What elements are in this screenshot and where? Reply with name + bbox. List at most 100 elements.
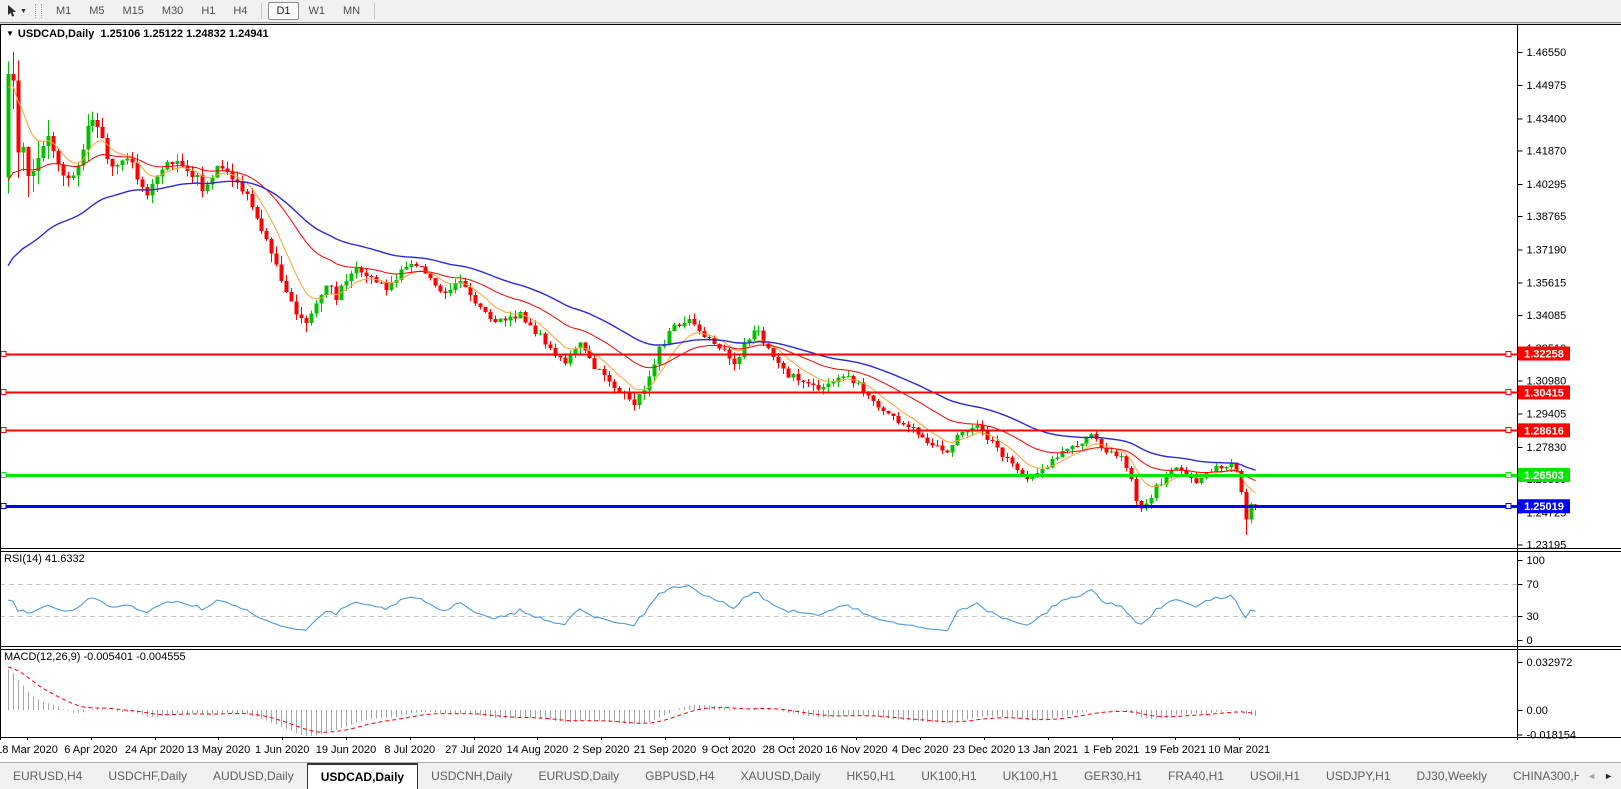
rsi-tick-label: 70 bbox=[1527, 579, 1539, 591]
chart-tab-usdcnh-daily[interactable]: USDCNH,Daily bbox=[431, 769, 513, 783]
chart-title-dropdown-icon[interactable]: ▼ bbox=[6, 29, 14, 38]
price-tick-label: 1.27830 bbox=[1527, 442, 1567, 454]
hline-handle bbox=[1505, 427, 1512, 433]
chart-title-symbol: USDCAD,Daily bbox=[17, 28, 95, 40]
date-axis: 18 Mar 2020 6 Apr 2020 24 Apr 2020 13 May 2… bbox=[0, 740, 1621, 762]
date-label: 6 Apr 2020 bbox=[64, 744, 118, 756]
chart-tab-uk100-h1[interactable]: UK100,H1 bbox=[1002, 769, 1058, 783]
chart-tab-fra40-h1[interactable]: FRA40,H1 bbox=[1167, 769, 1225, 783]
chart-tab-ger30-h1[interactable]: GER30,H1 bbox=[1083, 769, 1142, 783]
timeframe-button-m1[interactable]: M1 bbox=[55, 5, 72, 17]
hline-handle bbox=[0, 472, 7, 478]
price-tag-label: 1.30415 bbox=[1524, 387, 1564, 399]
ma-medium bbox=[7, 153, 1256, 482]
timeframe-button-m15[interactable]: M15 bbox=[122, 5, 144, 17]
chart-tab-audusd-daily[interactable]: AUDUSD,Daily bbox=[213, 769, 294, 783]
timeframe-button-mn[interactable]: MN bbox=[343, 5, 361, 17]
macd-tick-label: 0.032972 bbox=[1527, 657, 1573, 669]
chart-tab-eurusd-h4[interactable]: EURUSD,H4 bbox=[13, 769, 83, 783]
hline-handle bbox=[1505, 503, 1512, 509]
price-tick-label: 1.35615 bbox=[1527, 278, 1567, 290]
date-label: 18 Mar 2020 bbox=[0, 744, 58, 756]
date-label: 8 Jul 2020 bbox=[384, 744, 436, 756]
toolbar-grip bbox=[34, 4, 42, 18]
date-label: 28 Oct 2020 bbox=[762, 744, 823, 756]
price-tag bbox=[1518, 467, 1570, 482]
chart-tab-eurusd-daily[interactable]: EURUSD,Daily bbox=[538, 769, 620, 783]
hline-handle bbox=[1505, 389, 1512, 395]
chart-tab-usdchf-daily[interactable]: USDCHF,Daily bbox=[108, 769, 188, 783]
date-label: 21 Sep 2020 bbox=[633, 744, 697, 756]
price-tag-label: 1.25019 bbox=[1524, 501, 1564, 513]
date-label: 4 Dec 2020 bbox=[892, 744, 949, 756]
macd-indicator-label: MACD(12,26,9) -0.005401 -0.004555 bbox=[4, 651, 186, 663]
price-tag bbox=[1518, 423, 1570, 438]
date-ticks bbox=[27, 737, 1240, 740]
price-tick-label: 1.34085 bbox=[1527, 310, 1567, 322]
chart-tab-usdcad-daily[interactable]: USDCAD,Daily bbox=[306, 763, 419, 789]
date-label: 19 Jun 2020 bbox=[315, 744, 377, 756]
macd-signal-line bbox=[7, 666, 1256, 733]
timeframe-button-m30[interactable]: M30 bbox=[161, 5, 184, 17]
price-chart-svg[interactable]: 1.46550 1.44975 1.43400 1.41870 1.40295 1.387… bbox=[0, 24, 1621, 740]
timeframe-button-h4[interactable]: H4 bbox=[233, 5, 248, 17]
toolbar-separator bbox=[261, 3, 263, 19]
price-tag-label: 1.28616 bbox=[1524, 425, 1564, 437]
chart-tab-usdjpy-h1[interactable]: USDJPY,H1 bbox=[1326, 769, 1391, 783]
chart-window[interactable]: ▼ USDCAD,Daily 1.25106 1.25122 1.24832 1.… bbox=[0, 24, 1621, 740]
timeframe-button-d1[interactable]: D1 bbox=[268, 2, 299, 20]
chart-tab-china300-h1[interactable]: CHINA300,H1 bbox=[1513, 769, 1580, 783]
cursor-tool-icon[interactable] bbox=[4, 3, 20, 19]
rsi-tick-label: 100 bbox=[1527, 555, 1545, 567]
cursor-tool-dropdown-icon[interactable]: ▼ bbox=[20, 7, 27, 15]
price-tick-label: 1.29405 bbox=[1527, 409, 1567, 421]
date-label: 13 May 2020 bbox=[186, 744, 251, 756]
date-label: 19 Feb 2021 bbox=[1144, 744, 1207, 756]
date-label: 14 Aug 2020 bbox=[506, 744, 569, 756]
price-tag bbox=[1518, 385, 1570, 400]
price-tick-label: 1.44975 bbox=[1527, 80, 1567, 92]
date-label: 27 Jul 2020 bbox=[445, 744, 503, 756]
chart-tabs-strip: EURUSD,H4 USDCHF,Daily AUDUSD,Daily USDCAD,… bbox=[0, 763, 1579, 789]
chart-tab-gbpusd-h4[interactable]: GBPUSD,H4 bbox=[645, 769, 715, 783]
macd-tick-label: -0.018154 bbox=[1527, 730, 1577, 741]
date-label: 16 Nov 2020 bbox=[825, 744, 888, 756]
chart-tab-hk50-h1[interactable]: HK50,H1 bbox=[846, 769, 896, 783]
price-tag-label: 1.26503 bbox=[1524, 470, 1564, 482]
tab-scroll-right-icon[interactable]: ► bbox=[1604, 770, 1613, 781]
price-tag-label: 1.32258 bbox=[1524, 349, 1564, 361]
price-tick-label: 1.30980 bbox=[1527, 375, 1567, 387]
date-label: 2 Sep 2020 bbox=[573, 744, 630, 756]
timeframe-button-h1[interactable]: H1 bbox=[201, 5, 216, 17]
tab-scroll-arrows: ◄ ► bbox=[1579, 763, 1621, 789]
timeframe-toolbar: ▼ M1 M5 M15 M30 H1 H4 D1 W1 MN bbox=[0, 0, 1621, 23]
hline-handle bbox=[1505, 472, 1512, 478]
date-label: 1 Jun 2020 bbox=[254, 744, 310, 756]
timeframe-button-m5[interactable]: M5 bbox=[89, 5, 105, 17]
chart-tab-dj30-weekly[interactable]: DJ30,Weekly bbox=[1416, 769, 1487, 783]
date-label: 9 Oct 2020 bbox=[701, 744, 756, 756]
date-label: 1 Feb 2021 bbox=[1083, 744, 1140, 756]
chart-tab-usoil-h1[interactable]: USOil,H1 bbox=[1250, 769, 1301, 783]
price-tag bbox=[1518, 499, 1570, 514]
rsi-tick-label: 0 bbox=[1527, 635, 1533, 647]
tab-scroll-left-icon[interactable]: ◄ bbox=[1587, 770, 1597, 781]
rsi-tick-label: 30 bbox=[1527, 611, 1539, 623]
price-tag bbox=[1518, 346, 1570, 361]
price-tick-label: 1.23195 bbox=[1527, 540, 1567, 552]
price-tick-label: 1.41870 bbox=[1527, 146, 1567, 158]
rsi-line bbox=[7, 585, 1256, 632]
date-label: 24 Apr 2020 bbox=[124, 744, 185, 756]
panel-borders bbox=[0, 24, 1621, 740]
ma-slow bbox=[7, 180, 1256, 471]
hline-handle bbox=[0, 503, 7, 509]
chart-tab-uk100-h1[interactable]: UK100,H1 bbox=[921, 769, 977, 783]
rsi-panel bbox=[0, 584, 1518, 632]
chart-tab-xauusd-daily[interactable]: XAUUSD,Daily bbox=[740, 769, 821, 783]
hline-handle bbox=[0, 351, 7, 357]
chart-title: ▼ USDCAD,Daily 1.25106 1.25122 1.24832 1.… bbox=[6, 28, 269, 40]
price-tick-label: 1.46550 bbox=[1527, 47, 1567, 59]
horizontal-lines-layer bbox=[0, 351, 1518, 509]
timeframe-button-w1[interactable]: W1 bbox=[308, 5, 326, 17]
hline-handle bbox=[0, 389, 7, 395]
